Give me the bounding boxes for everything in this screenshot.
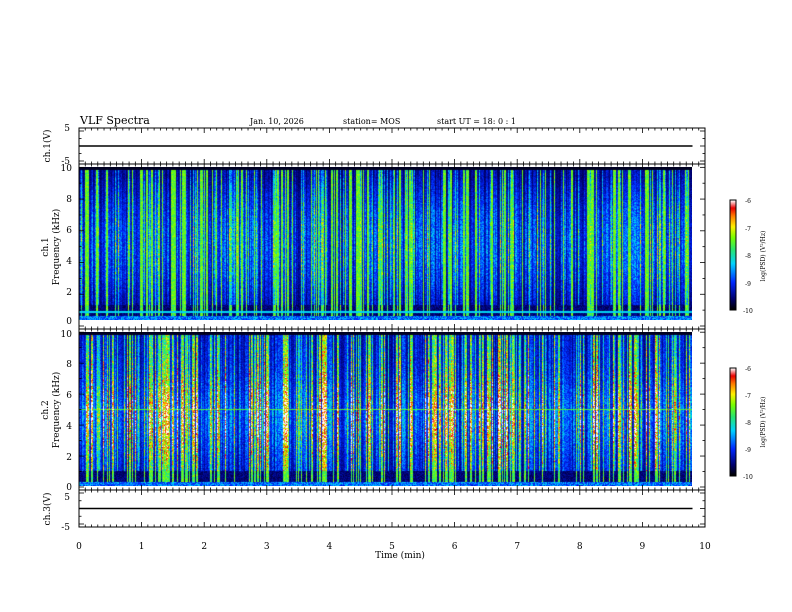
ch2-colorbar-tick: -10 <box>743 474 753 481</box>
ch1-colorbar-frame <box>729 199 737 311</box>
x-tick-label: 1 <box>139 542 145 552</box>
ch1-colorbar-tick: -6 <box>745 198 751 205</box>
ch1-spec-ylabel: Frequency (kHz) <box>51 209 62 286</box>
x-tick-label: 9 <box>640 542 646 552</box>
ch3-waveform-ylabel: ch.3(V) <box>42 493 53 526</box>
header-station: station= MOS <box>343 117 400 126</box>
ch2-spec-ylabel: Frequency (kHz) <box>51 372 62 449</box>
ch2-colorbar-tick: -7 <box>745 393 751 400</box>
x-axis-title: Time (min) <box>375 550 425 561</box>
ch1-colorbar-tick: -9 <box>745 281 751 288</box>
ch2-spec-ytick: 8 <box>66 360 72 370</box>
ch2-spec-ytick: 6 <box>66 391 72 401</box>
ch1-colorbar-label: log(PSD) (V²/Hz) <box>760 231 767 282</box>
ch2-spec-ytick: 0 <box>66 483 72 493</box>
x-tick-label: 2 <box>201 542 207 552</box>
x-tick-label: 0 <box>76 542 82 552</box>
ch2-colorbar-ticks: -6 -7 -8 -9 -10 <box>743 366 753 481</box>
x-tick-label: 4 <box>327 542 333 552</box>
header-start-time: start UT = 18: 0 : 1 <box>437 117 516 126</box>
ch1-spec-ytick: 2 <box>66 288 72 298</box>
figure-title: VLF Spectra <box>79 114 150 127</box>
x-tick-label: 5 <box>389 542 395 552</box>
ch1-spec-ytick: 4 <box>66 257 72 267</box>
ch1-wave-ytick-top: 5 <box>64 124 70 134</box>
ch2-colorbar-image <box>730 368 736 476</box>
ch3-wave-ytick-bottom: -5 <box>61 523 70 533</box>
ch1-colorbar-ticks: -6 -7 -8 -9 -10 <box>743 198 753 315</box>
ch2-colorbar-tick: -8 <box>745 420 751 427</box>
ch2-spec-ylabel-channel: ch.2 <box>41 400 51 419</box>
ch2-colorbar-tick: -6 <box>745 366 751 373</box>
ch2-spec-ytick: 4 <box>66 422 72 432</box>
ch2-spec-ytick: 2 <box>66 453 72 463</box>
ch2-spectrogram-image <box>79 332 692 486</box>
x-tick-label: 3 <box>264 542 270 552</box>
ch2-spec-yticks: 0 2 4 6 8 10 <box>61 330 73 493</box>
ch3-wave-ytick-top: 5 <box>64 493 70 503</box>
ch2-colorbar-frame <box>729 367 737 477</box>
header-date: Jan. 10, 2026 <box>249 117 304 126</box>
ch1-colorbar-image <box>730 200 736 310</box>
x-tick-labels: 0 1 2 3 4 5 6 7 8 9 10 <box>76 542 711 552</box>
ch1-spec-ytick: 8 <box>66 195 72 205</box>
ch1-spec-ytick: 10 <box>61 164 73 174</box>
x-tick-label: 6 <box>452 542 458 552</box>
ch2-spec-ytick: 10 <box>61 330 73 340</box>
ch1-colorbar-tick: -10 <box>743 308 753 315</box>
x-tick-label: 8 <box>577 542 583 552</box>
axis-ticks <box>78 128 706 527</box>
ch1-colorbar-tick: -8 <box>745 253 751 260</box>
x-tick-label: 10 <box>699 542 711 552</box>
ch1-spectrogram-image <box>79 167 692 320</box>
ch1-wave-ytick-bottom: -5 <box>61 157 70 167</box>
ch2-colorbar-tick: -9 <box>745 447 751 454</box>
ch1-spec-ytick: 0 <box>66 317 72 327</box>
ch1-spec-yticks: 0 2 4 6 8 10 <box>61 164 73 327</box>
ch1-spec-ylabel-channel: ch.1 <box>41 237 51 256</box>
ch1-colorbar-tick: -7 <box>745 226 751 233</box>
ch2-colorbar-label: log(PSD) (V²/Hz) <box>760 397 767 448</box>
ch1-waveform-ylabel: ch.1(V) <box>42 130 53 163</box>
x-tick-label: 7 <box>514 542 520 552</box>
ch1-spec-ytick: 6 <box>66 226 72 236</box>
